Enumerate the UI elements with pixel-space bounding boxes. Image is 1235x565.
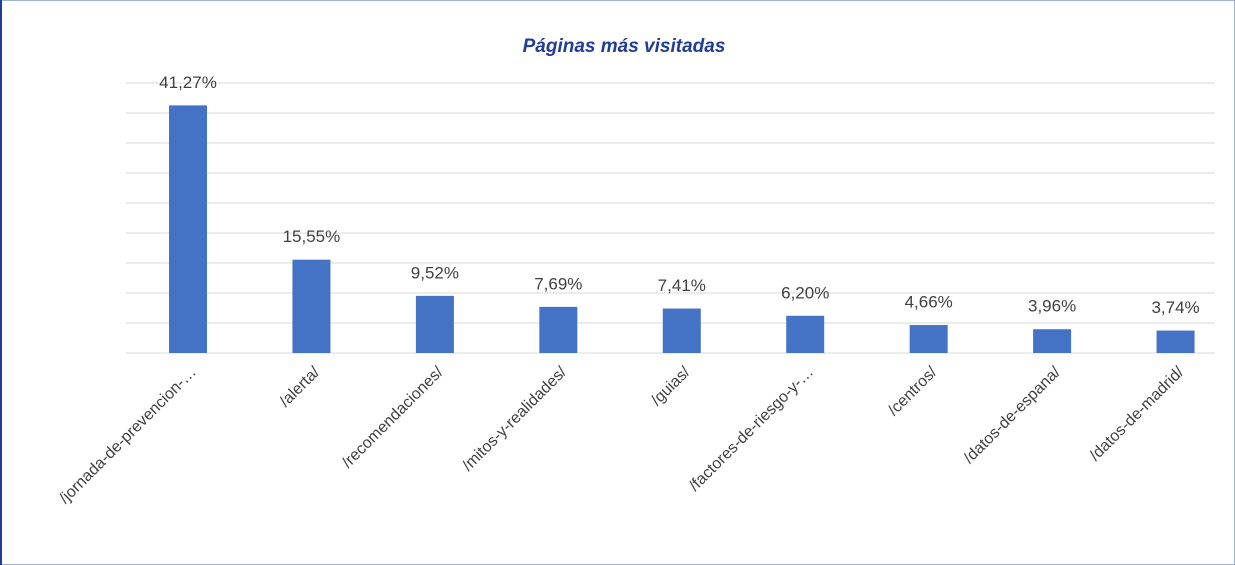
value-label: 15,55% [283, 227, 341, 246]
bar [1033, 329, 1072, 353]
value-label: 3,74% [1151, 298, 1199, 317]
value-label: 3,96% [1028, 297, 1076, 316]
bar [292, 259, 331, 353]
bar [169, 105, 207, 353]
bar [662, 308, 701, 353]
bar [415, 295, 454, 353]
value-label: 7,41% [658, 276, 706, 295]
value-label: 9,52% [411, 263, 459, 282]
bar [909, 325, 948, 353]
bar [1156, 330, 1195, 353]
value-label: 4,66% [905, 293, 953, 312]
bar [786, 315, 825, 353]
chart-title: Páginas más visitadas [523, 36, 726, 57]
value-label: 41,27% [159, 73, 217, 92]
bar [539, 306, 578, 353]
value-label: 7,69% [534, 274, 582, 293]
value-label: 6,20% [781, 283, 829, 302]
